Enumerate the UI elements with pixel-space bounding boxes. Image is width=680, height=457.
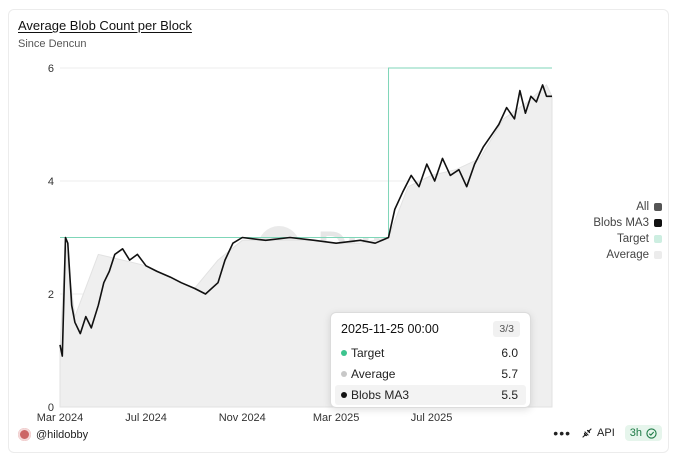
api-button[interactable]: API	[581, 427, 615, 439]
avatar	[18, 428, 31, 441]
tooltip-label: Target	[351, 346, 385, 360]
check-circle-icon	[646, 427, 657, 439]
more-options-button[interactable]: •••	[553, 425, 572, 441]
legend-item-all[interactable]: All	[593, 199, 662, 215]
y-tick-label: 6	[48, 63, 54, 75]
tooltip-label: Blobs MA3	[351, 388, 410, 402]
api-label: API	[597, 427, 615, 439]
legend: All Blobs MA3 Target Average	[593, 199, 662, 263]
y-tick-label: 4	[48, 176, 54, 188]
tooltip-value: 5.7	[501, 367, 518, 381]
x-tick-label: Jul 2025	[411, 412, 453, 424]
chart-tooltip: 2025-11-25 00:00 3/3 Target 6.0 Average …	[330, 312, 531, 408]
tooltip-label: Average	[351, 367, 396, 381]
x-tick-label: Mar 2025	[313, 412, 359, 424]
refresh-interval: 3h	[629, 427, 642, 439]
api-icon	[582, 428, 592, 438]
tooltip-row-average: Average 5.7	[335, 364, 526, 384]
legend-item-target[interactable]: Target	[593, 231, 662, 247]
chart-title[interactable]: Average Blob Count per Block	[18, 18, 192, 33]
dot-icon	[341, 392, 347, 398]
tooltip-page: 3/3	[493, 321, 520, 337]
author-link[interactable]: @hildobby	[18, 428, 88, 441]
tooltip-value: 6.0	[501, 346, 518, 360]
chart-subtitle: Since Dencun	[18, 38, 87, 50]
author-name[interactable]: @hildobby	[36, 428, 89, 441]
legend-item-blobs-ma3[interactable]: Blobs MA3	[593, 215, 662, 231]
series-target-line	[60, 67, 552, 238]
legend-item-average[interactable]: Average	[593, 247, 662, 263]
footer-actions: ••• API 3h	[553, 425, 662, 441]
series-blobs-ma3-line	[59, 84, 552, 357]
y-tick-label: 2	[48, 289, 54, 301]
y-tick-label: 0	[48, 402, 54, 414]
tooltip-row-blobs-ma3: Blobs MA3 5.5	[335, 385, 526, 405]
dot-icon	[341, 371, 347, 377]
x-tick-label: Mar 2024	[37, 412, 83, 424]
dot-icon	[341, 350, 347, 356]
tooltip-value: 5.5	[501, 388, 518, 402]
refresh-badge[interactable]: 3h	[624, 425, 662, 441]
x-tick-label: Nov 2024	[219, 412, 266, 424]
x-tick-label: Jul 2024	[125, 412, 167, 424]
tooltip-row-target: Target 6.0	[335, 343, 526, 363]
tooltip-date: 2025-11-25 00:00	[341, 322, 439, 336]
